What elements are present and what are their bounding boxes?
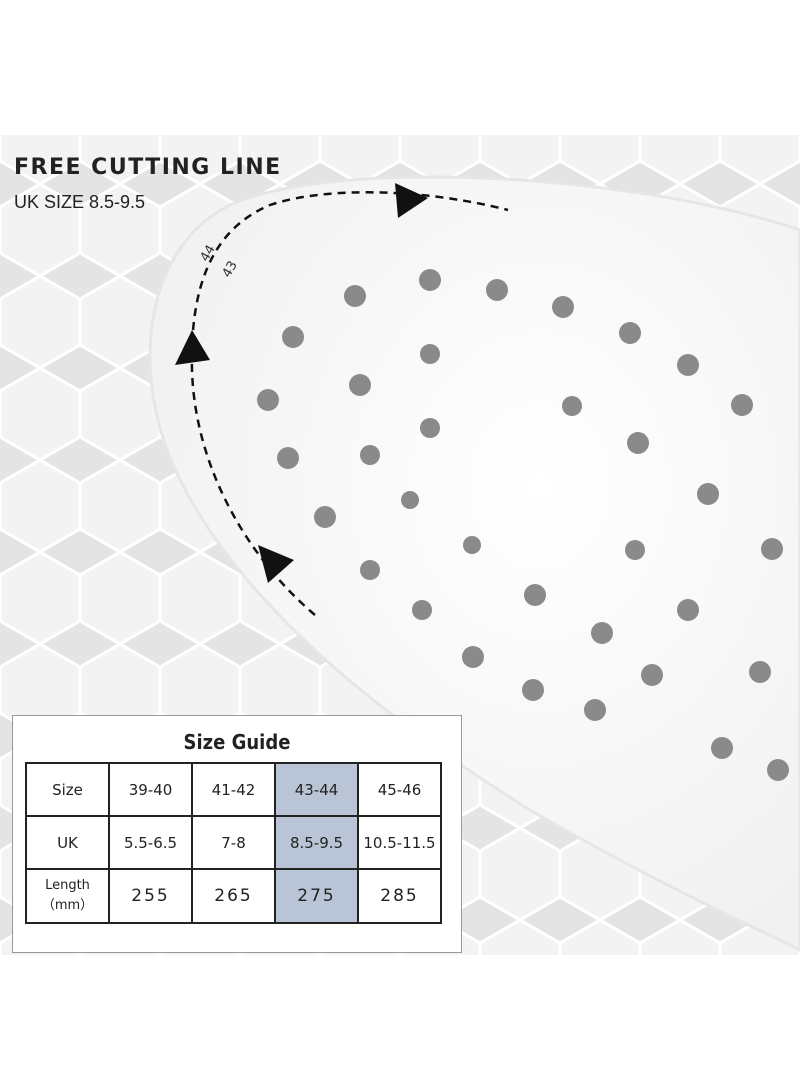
cell-line: Length [45, 878, 90, 893]
table-title: Size Guide [183, 730, 291, 754]
arrow [175, 330, 210, 365]
cell: 5.5-6.5 [108, 815, 193, 870]
cell: 265 [191, 868, 276, 924]
cell: 39-40 [108, 762, 193, 817]
title: FREE CUTTING LINE [14, 155, 282, 180]
arrow [258, 545, 294, 583]
insole [148, 175, 800, 952]
arrow [395, 183, 428, 218]
cell: 285 [357, 868, 442, 924]
cell: 10.5-11.5 [357, 815, 442, 870]
size-table: Size 39-40 41-42 43-44 45-46 UK 5.5-6.5 7-8 8.5… [25, 762, 442, 924]
subtitle: UK SIZE 8.5-9.5 [14, 192, 146, 212]
size-guide: Size Guide Size 39-40 41-42 43-44 45-46 UK 5.… [12, 715, 462, 953]
cell: 41-42 [191, 762, 276, 817]
holes [257, 269, 789, 781]
cell: 275 [274, 868, 359, 924]
cell: UK [25, 815, 110, 870]
cell: 7-8 [191, 815, 276, 870]
cell: Size [25, 762, 110, 817]
cell: 255 [108, 868, 193, 924]
cell: Length （mm） [25, 868, 110, 924]
cell-line: （mm） [41, 898, 94, 913]
cell: 8.5-9.5 [274, 815, 359, 870]
cell: 45-46 [357, 762, 442, 817]
cell: 43-44 [274, 762, 359, 817]
